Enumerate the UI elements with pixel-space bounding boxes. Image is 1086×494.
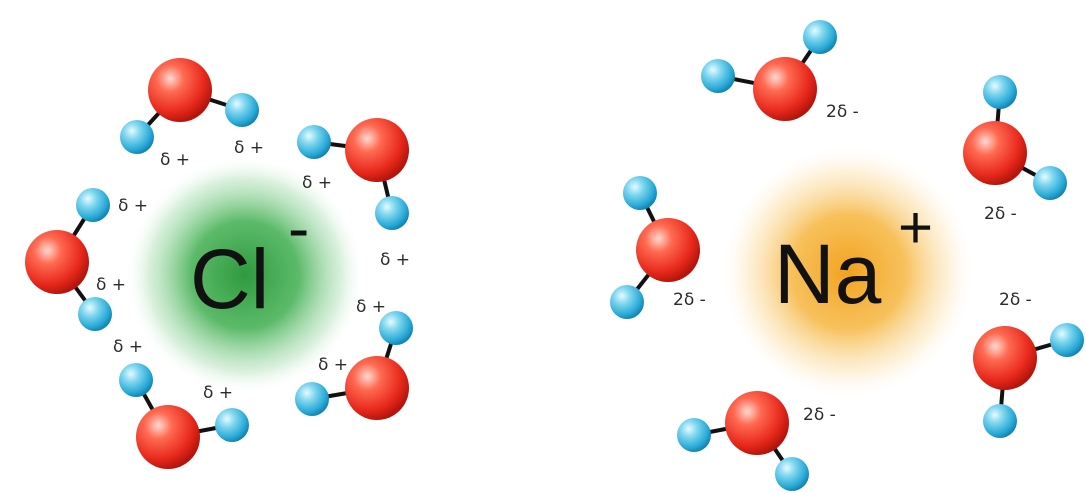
chloride-symbol: Cl xyxy=(190,232,269,326)
hydrogen-atom xyxy=(78,297,112,331)
partial-charge-label: 2δ - xyxy=(826,102,859,122)
partial-charge-label: 2δ - xyxy=(984,204,1017,224)
hydrogen-atom xyxy=(119,363,153,397)
hydrogen-atom xyxy=(983,404,1017,438)
partial-charge-label: δ + xyxy=(234,138,264,158)
water-molecule xyxy=(610,176,700,319)
hydrogen-atom xyxy=(983,75,1017,109)
hydrogen-atom xyxy=(803,20,837,54)
partial-charge-label: 2δ - xyxy=(673,290,706,310)
oxygen-atom xyxy=(345,356,409,420)
water-molecule xyxy=(295,311,413,420)
hydrogen-atom xyxy=(225,93,259,127)
oxygen-atom xyxy=(136,405,200,469)
hydrogen-atom xyxy=(610,285,644,319)
partial-charge-label: δ + xyxy=(356,297,386,317)
hydrogen-atom xyxy=(76,188,110,222)
oxygen-atom xyxy=(963,121,1027,185)
sodium-ion-glow xyxy=(720,144,976,400)
hydrogen-atom xyxy=(623,176,657,210)
partial-charge-label: δ + xyxy=(118,196,148,216)
partial-charge-label: δ + xyxy=(113,337,143,357)
hydrogen-atom xyxy=(677,418,711,452)
water-molecule xyxy=(119,363,249,469)
oxygen-atom xyxy=(25,230,89,294)
hydrogen-atom xyxy=(215,408,249,442)
water-molecule xyxy=(25,188,112,331)
water-molecule xyxy=(120,58,259,154)
sodium-symbol: Na xyxy=(774,227,882,321)
water-molecule xyxy=(701,20,837,121)
partial-charge-label: δ + xyxy=(203,383,233,403)
hydrogen-atom xyxy=(1033,166,1067,200)
oxygen-atom xyxy=(753,57,817,121)
chloride-ion-glow xyxy=(125,155,365,395)
hydrogen-atom xyxy=(375,196,409,230)
partial-charge-label: 2δ - xyxy=(803,405,836,425)
partial-charge-label: δ + xyxy=(302,173,332,193)
partial-charge-label: δ + xyxy=(380,250,410,270)
oxygen-atom xyxy=(345,118,409,182)
oxygen-atom xyxy=(636,218,700,282)
chloride-charge: - xyxy=(288,192,309,264)
hydrogen-atom xyxy=(120,120,154,154)
partial-charge-label: 2δ - xyxy=(999,290,1032,310)
oxygen-atom xyxy=(973,326,1037,390)
hydrogen-atom xyxy=(775,457,809,491)
hydrogen-atom xyxy=(297,125,331,159)
partial-charge-label: δ + xyxy=(96,275,126,295)
water-molecule xyxy=(963,75,1067,200)
partial-charge-label: δ + xyxy=(318,355,348,375)
oxygen-atom xyxy=(148,58,212,122)
hydrogen-atom xyxy=(379,311,413,345)
water-molecule xyxy=(973,323,1084,438)
oxygen-atom xyxy=(725,391,789,455)
hydrogen-atom xyxy=(295,382,329,416)
hydrogen-atom xyxy=(701,59,735,93)
water-molecule xyxy=(297,118,409,230)
partial-charge-label: δ + xyxy=(160,150,190,170)
hydrogen-atom xyxy=(1050,323,1084,357)
water-molecule xyxy=(677,391,809,491)
sodium-charge: + xyxy=(898,194,933,261)
